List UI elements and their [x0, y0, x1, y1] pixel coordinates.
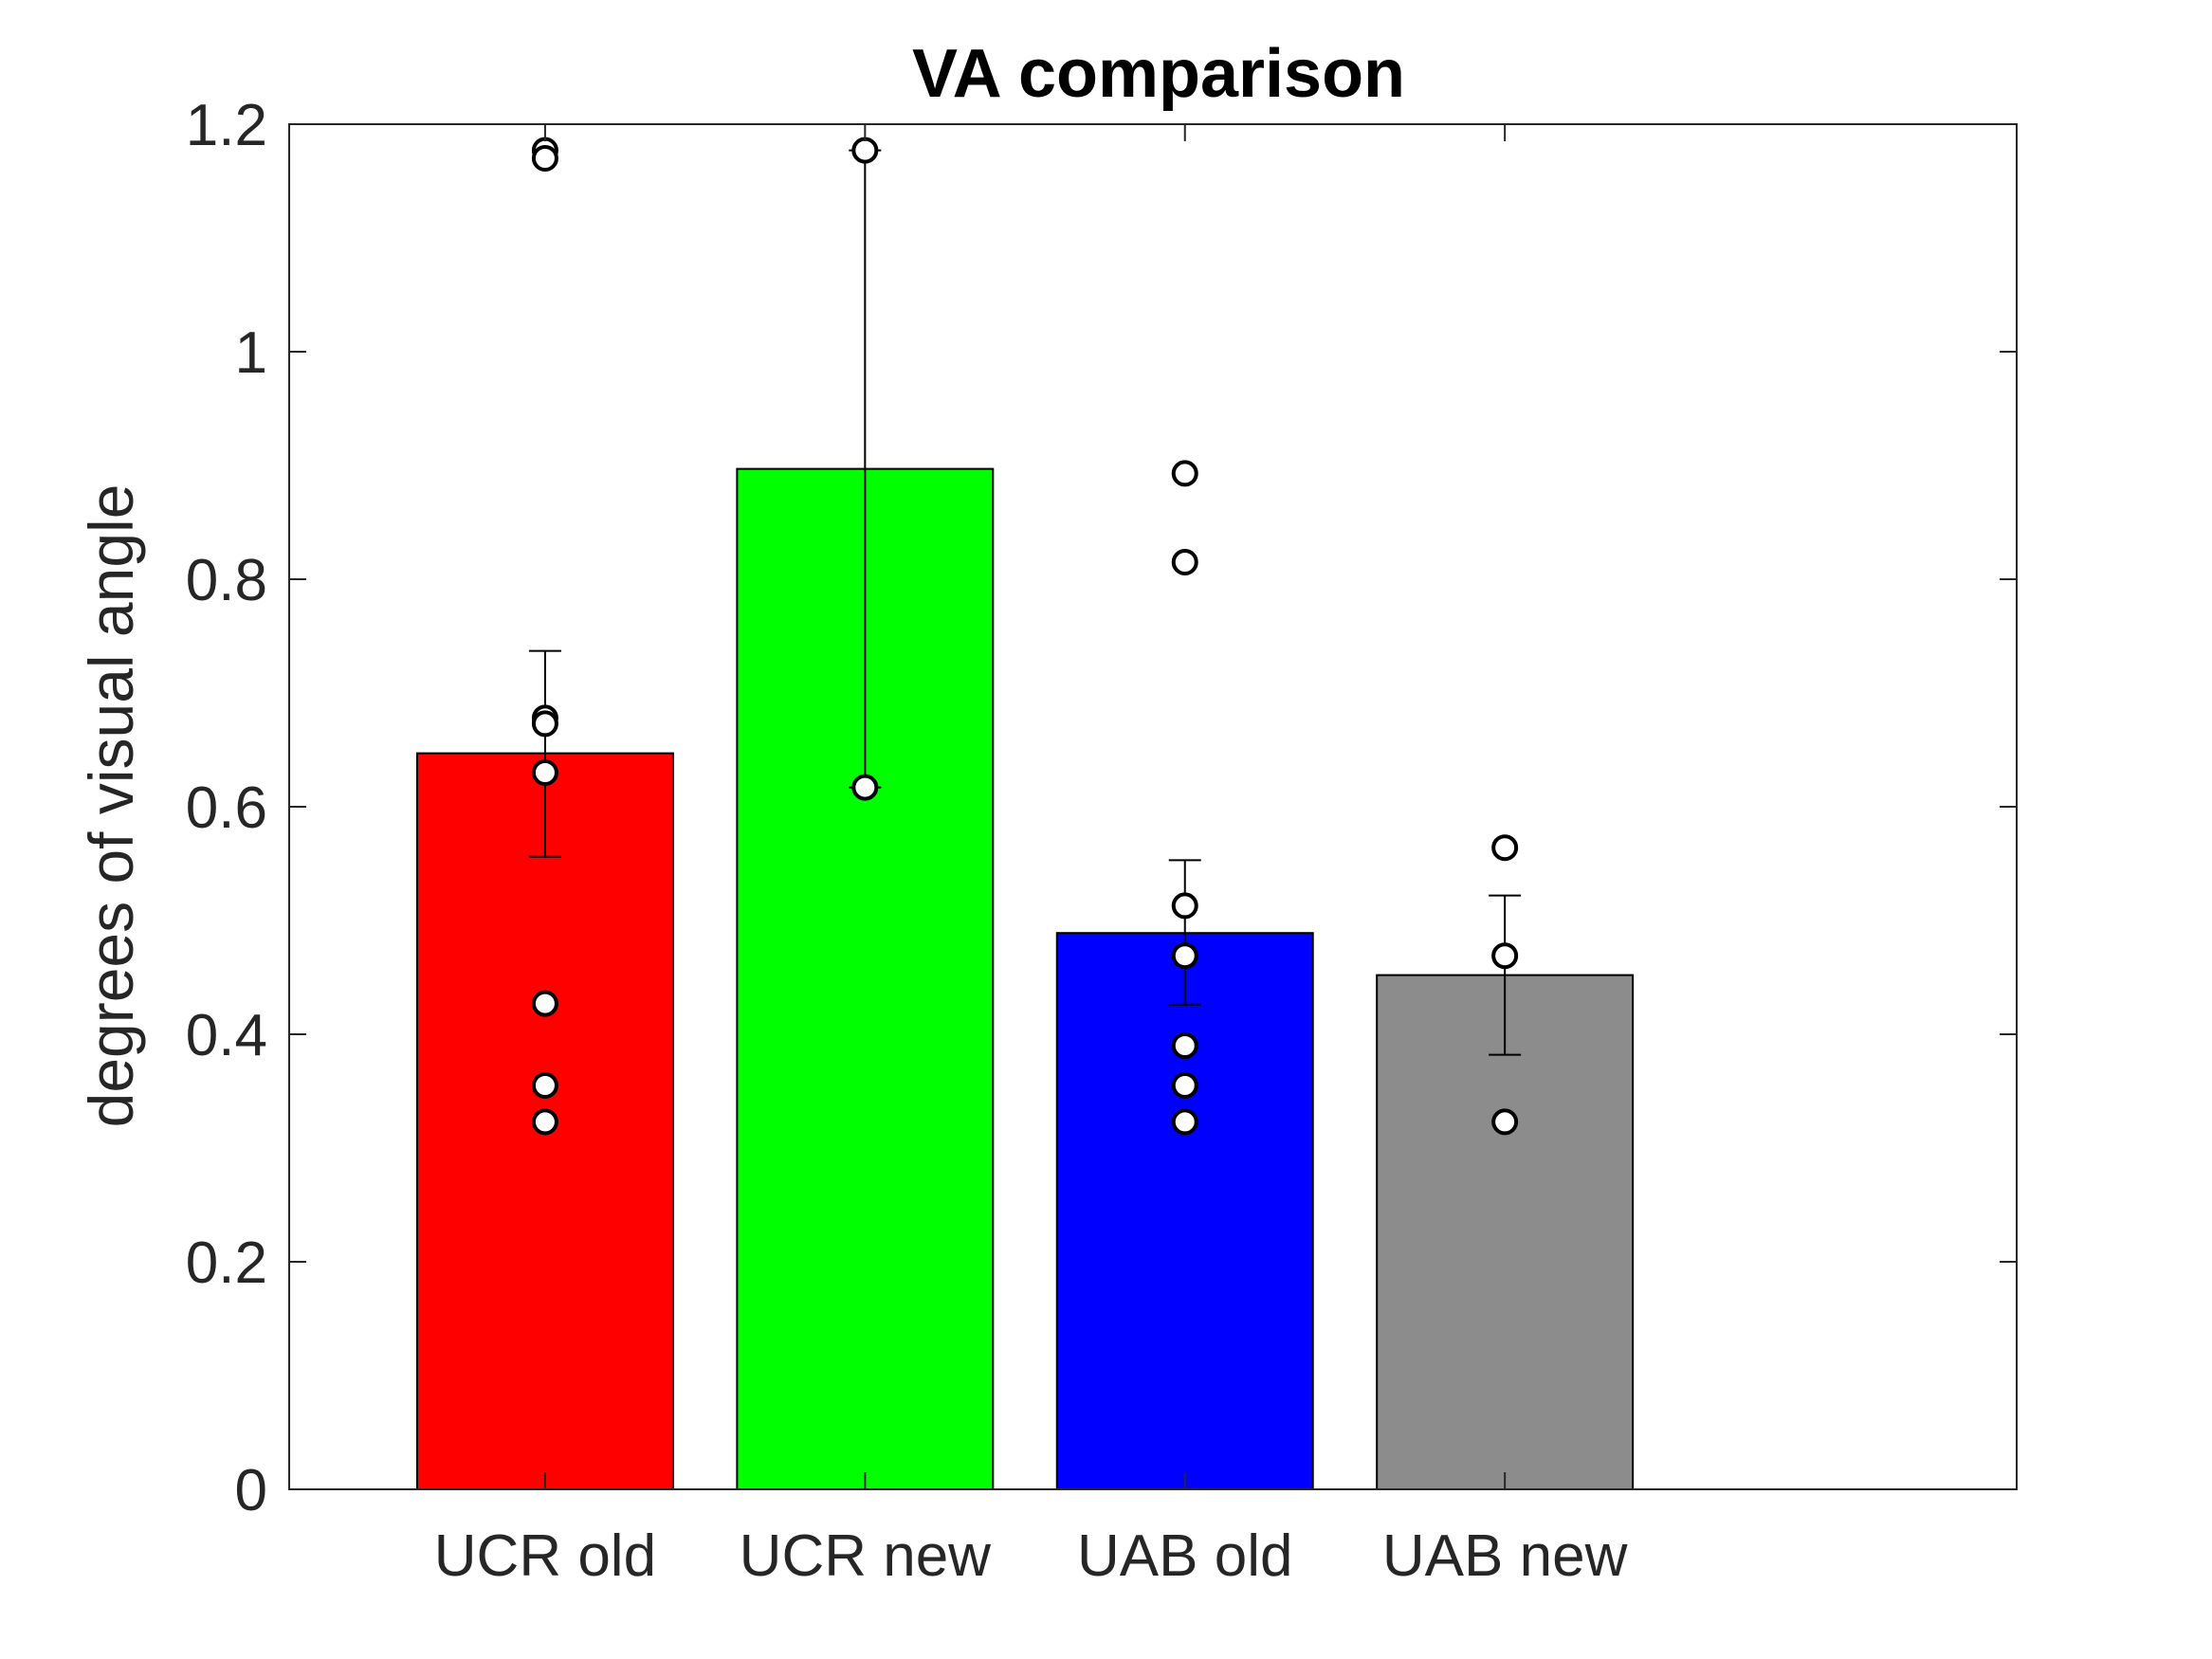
y-tick-labels: 0 0.2 0.4 0.6 0.8 1 1.2	[186, 93, 267, 1523]
points-layer	[531, 137, 1519, 1136]
y-tick-label-0: 0	[235, 1458, 267, 1523]
bar-uab-old	[1055, 932, 1314, 1490]
data-point-uab-old-6	[1171, 1108, 1198, 1136]
data-point-uab-new-2	[1491, 1108, 1519, 1136]
data-point-uab-new-1	[1491, 942, 1519, 970]
y-tick-label-4: 0.8	[186, 548, 267, 613]
chart-title: VA comparison	[912, 36, 1405, 112]
error-bars-layer	[528, 149, 1522, 1056]
y-tick-label-3: 0.6	[186, 775, 267, 841]
data-point-ucr-new-1	[851, 774, 879, 801]
data-point-uab-old-4	[1171, 1032, 1198, 1059]
y-tick-label-6: 1.2	[186, 93, 267, 158]
y-tick-label-2: 0.4	[186, 1003, 267, 1068]
x-tick-label-uab-old: UAB old	[1077, 1523, 1292, 1589]
x-tick-labels: UCR old UCR new UAB old UAB new	[434, 1523, 1628, 1589]
x-tick-label-uab-new: UAB new	[1382, 1523, 1628, 1589]
data-point-ucr-old-1	[531, 145, 558, 172]
data-point-uab-old-1	[1171, 549, 1198, 575]
ticks-layer	[289, 123, 2017, 1490]
y-axis-label: degrees of visual angle	[76, 484, 146, 1128]
data-point-ucr-old-6	[531, 1072, 558, 1099]
data-point-uab-old-5	[1171, 1072, 1198, 1099]
x-tick-label-ucr-old: UCR old	[434, 1523, 656, 1589]
data-point-ucr-old-5	[531, 990, 558, 1017]
data-point-ucr-old-7	[531, 1108, 558, 1136]
data-point-uab-old-3	[1171, 942, 1198, 970]
bars-layer	[415, 467, 1635, 1491]
y-tick-label-5: 1	[235, 320, 267, 386]
data-point-ucr-old-4	[531, 759, 558, 786]
data-point-ucr-old-3	[531, 710, 558, 738]
data-point-ucr-new-0	[851, 137, 879, 164]
y-tick-label-1: 0.2	[186, 1231, 267, 1296]
x-tick-label-ucr-new: UCR new	[740, 1523, 992, 1589]
data-point-uab-old-2	[1171, 892, 1198, 920]
data-point-uab-old-0	[1171, 460, 1198, 487]
data-point-uab-new-0	[1491, 834, 1519, 862]
